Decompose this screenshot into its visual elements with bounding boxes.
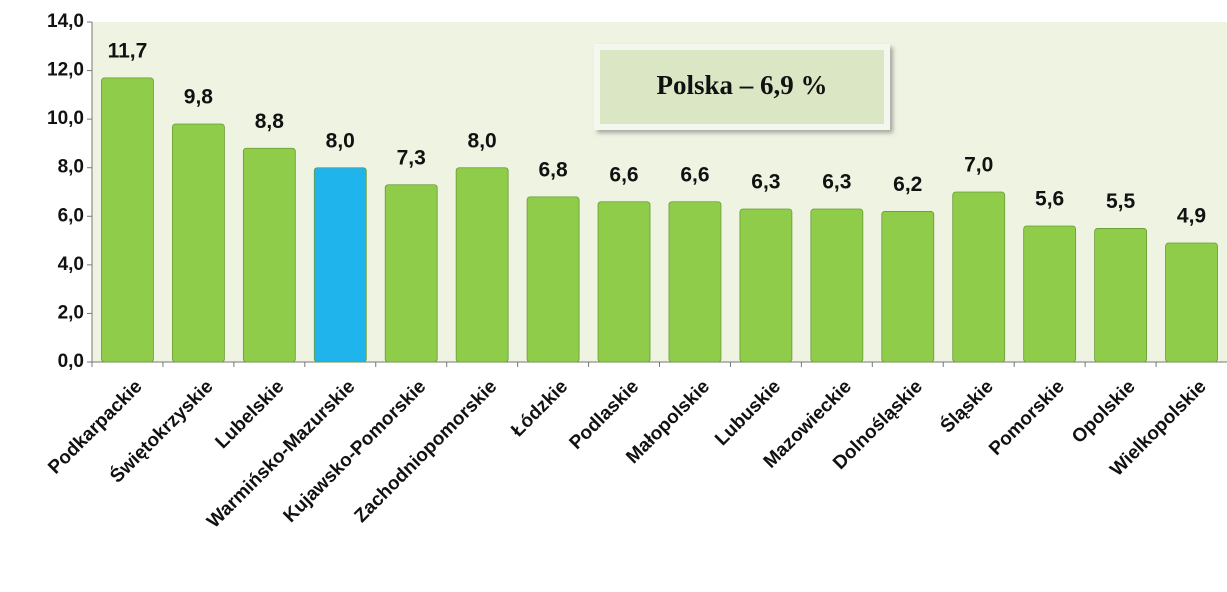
value-label: 9,8 (184, 86, 214, 109)
y-tick-label: 14,0 (47, 11, 84, 32)
x-tick-label: Podlaskie (566, 376, 644, 454)
bar-shade (243, 148, 295, 362)
y-tick-label: 4,0 (58, 254, 84, 275)
value-label: 6,6 (680, 163, 709, 186)
bar-shade (953, 192, 1005, 362)
bar-shade (1095, 228, 1147, 362)
bar-shade (598, 202, 650, 362)
bar-shade (385, 185, 437, 362)
value-label: 6,3 (751, 171, 780, 194)
y-tick-label: 10,0 (47, 108, 84, 129)
bar-shade (456, 168, 508, 362)
bar (1094, 228, 1147, 363)
bar-shade (811, 209, 863, 362)
x-tick-label: Łódzkie (507, 376, 572, 441)
x-tick-label: Lubelskie (212, 376, 289, 453)
value-label: 8,8 (255, 110, 285, 133)
value-label: 5,5 (1106, 190, 1136, 213)
value-label: 11,7 (108, 39, 148, 62)
value-label: 7,0 (964, 154, 993, 177)
value-label: 6,2 (893, 173, 922, 196)
bar (597, 201, 651, 363)
bar-shade (669, 202, 721, 362)
bar-shade (740, 209, 792, 362)
bar (242, 147, 296, 363)
x-tick-label: Warmińsko-Mazurskie (203, 376, 359, 532)
bar (668, 201, 722, 363)
bar-shade (527, 197, 579, 362)
bar (739, 208, 793, 363)
bar (1165, 242, 1218, 363)
bar-shade (101, 78, 153, 362)
bar (1023, 225, 1077, 363)
value-label: 6,6 (609, 163, 638, 186)
bar-shade (1024, 226, 1076, 362)
bar-shade (314, 168, 366, 362)
value-label: 4,9 (1177, 205, 1206, 228)
bar (526, 196, 580, 363)
value-label: 6,3 (822, 171, 851, 194)
y-tick-label: 12,0 (47, 60, 84, 81)
y-tick-label: 2,0 (58, 302, 84, 323)
bar (952, 191, 1006, 363)
x-tick-label: Śląskie (936, 376, 998, 438)
annotation: Polska – 6,9 % (656, 70, 827, 100)
value-label: 6,8 (538, 158, 568, 181)
bar (881, 211, 935, 363)
x-tick-label: Zachodniopomorskie (351, 376, 502, 527)
bar (810, 208, 864, 363)
x-tick-label: Lubuskie (711, 376, 785, 450)
bar (101, 77, 154, 363)
bar (172, 123, 225, 363)
annotation-box (594, 44, 890, 130)
y-tick-label: 8,0 (58, 157, 84, 178)
value-label: 8,0 (326, 129, 355, 152)
bar-shade (1166, 243, 1218, 362)
bar-shade (882, 211, 934, 362)
bar (384, 184, 438, 363)
y-tick-label: 0,0 (58, 351, 84, 372)
y-tick-label: 6,0 (58, 205, 84, 226)
x-tick-label: Opolskie (1068, 376, 1140, 448)
bar-shade (172, 124, 224, 362)
bar (313, 167, 367, 363)
value-label: 7,3 (397, 146, 426, 169)
value-label: 8,0 (468, 129, 497, 152)
value-label: 5,6 (1035, 188, 1064, 211)
bar (455, 167, 509, 363)
x-tick-label: Pomorskie (985, 376, 1069, 460)
x-tick-label: Kujawsko-Pomorskie (280, 376, 431, 527)
